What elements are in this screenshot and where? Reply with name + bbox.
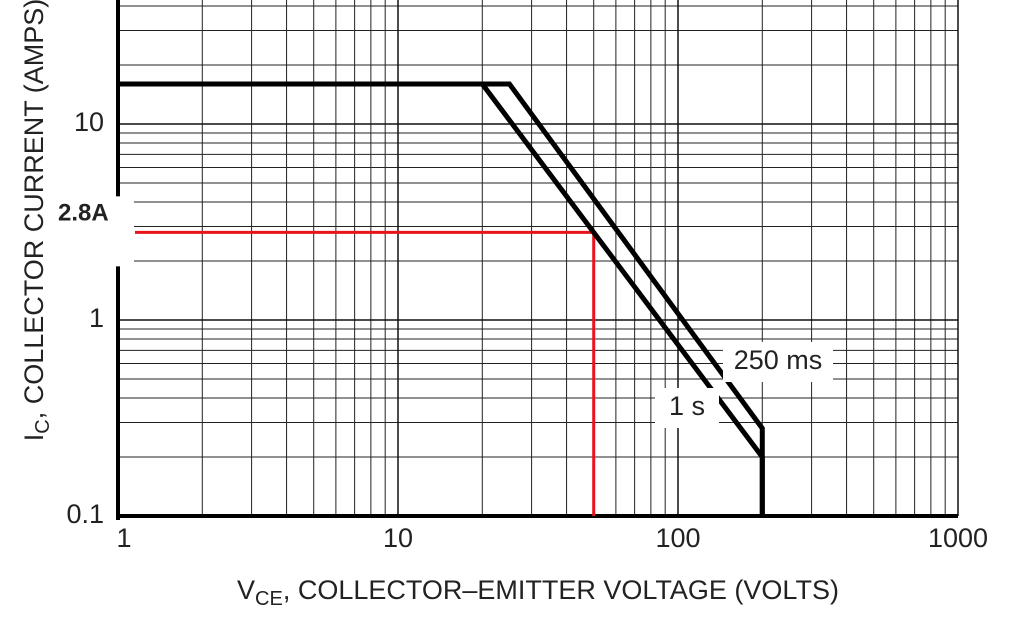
series-label: 1 s xyxy=(669,391,705,421)
y-label-sub: C xyxy=(32,419,54,433)
series-label-bg xyxy=(723,342,833,382)
annotation-label: 2.8A xyxy=(58,200,109,227)
annotation-label-bg xyxy=(52,196,134,267)
y-label-rest: , COLLECTOR CURRENT (AMPS) xyxy=(19,0,49,419)
y-axis-label: IC, COLLECTOR CURRENT (AMPS) xyxy=(19,0,54,441)
x-tick-label: 1 xyxy=(116,523,131,553)
y-tick-label: 10 xyxy=(74,107,104,137)
y-label-main: I xyxy=(19,434,49,442)
x-tick-label: 1000 xyxy=(928,523,988,553)
x-axis-label: VCE, COLLECTOR–EMITTER VOLTAGE (VOLTS) xyxy=(237,575,839,610)
x-label-rest: , COLLECTOR–EMITTER VOLTAGE (VOLTS) xyxy=(283,575,839,605)
series-label-bg xyxy=(655,388,719,428)
y-tick-label: 0.1 xyxy=(66,499,104,529)
grid xyxy=(117,0,959,517)
y-tick-label: 1 xyxy=(89,303,104,333)
x-tick-label: 100 xyxy=(655,523,700,553)
x-label-main: V xyxy=(237,575,255,605)
series-label: 250 ms xyxy=(734,345,823,375)
x-label-sub: CE xyxy=(255,588,283,610)
x-tick-label: 10 xyxy=(383,523,413,553)
series-line xyxy=(118,81,765,516)
